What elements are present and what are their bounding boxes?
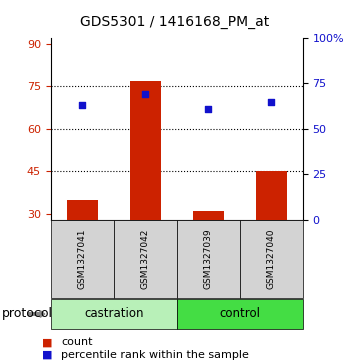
Bar [66, 200, 98, 220]
Text: protocol: protocol [2, 307, 53, 321]
Text: percentile rank within the sample: percentile rank within the sample [61, 350, 249, 360]
Point [205, 106, 211, 112]
Bar [256, 171, 287, 220]
Text: control: control [219, 307, 260, 321]
Bar [130, 81, 161, 220]
Text: ■: ■ [42, 337, 52, 347]
Point [79, 102, 85, 108]
Bar [193, 211, 224, 220]
Point [268, 99, 274, 105]
Text: GSM1327039: GSM1327039 [204, 228, 213, 289]
Text: castration: castration [84, 307, 144, 321]
Text: GDS5301 / 1416168_PM_at: GDS5301 / 1416168_PM_at [80, 15, 270, 29]
Text: count: count [61, 337, 93, 347]
Text: GSM1327041: GSM1327041 [78, 228, 87, 289]
Text: GSM1327040: GSM1327040 [267, 228, 276, 289]
Text: GSM1327042: GSM1327042 [141, 228, 150, 289]
Text: ■: ■ [42, 350, 52, 360]
Point [142, 91, 148, 97]
